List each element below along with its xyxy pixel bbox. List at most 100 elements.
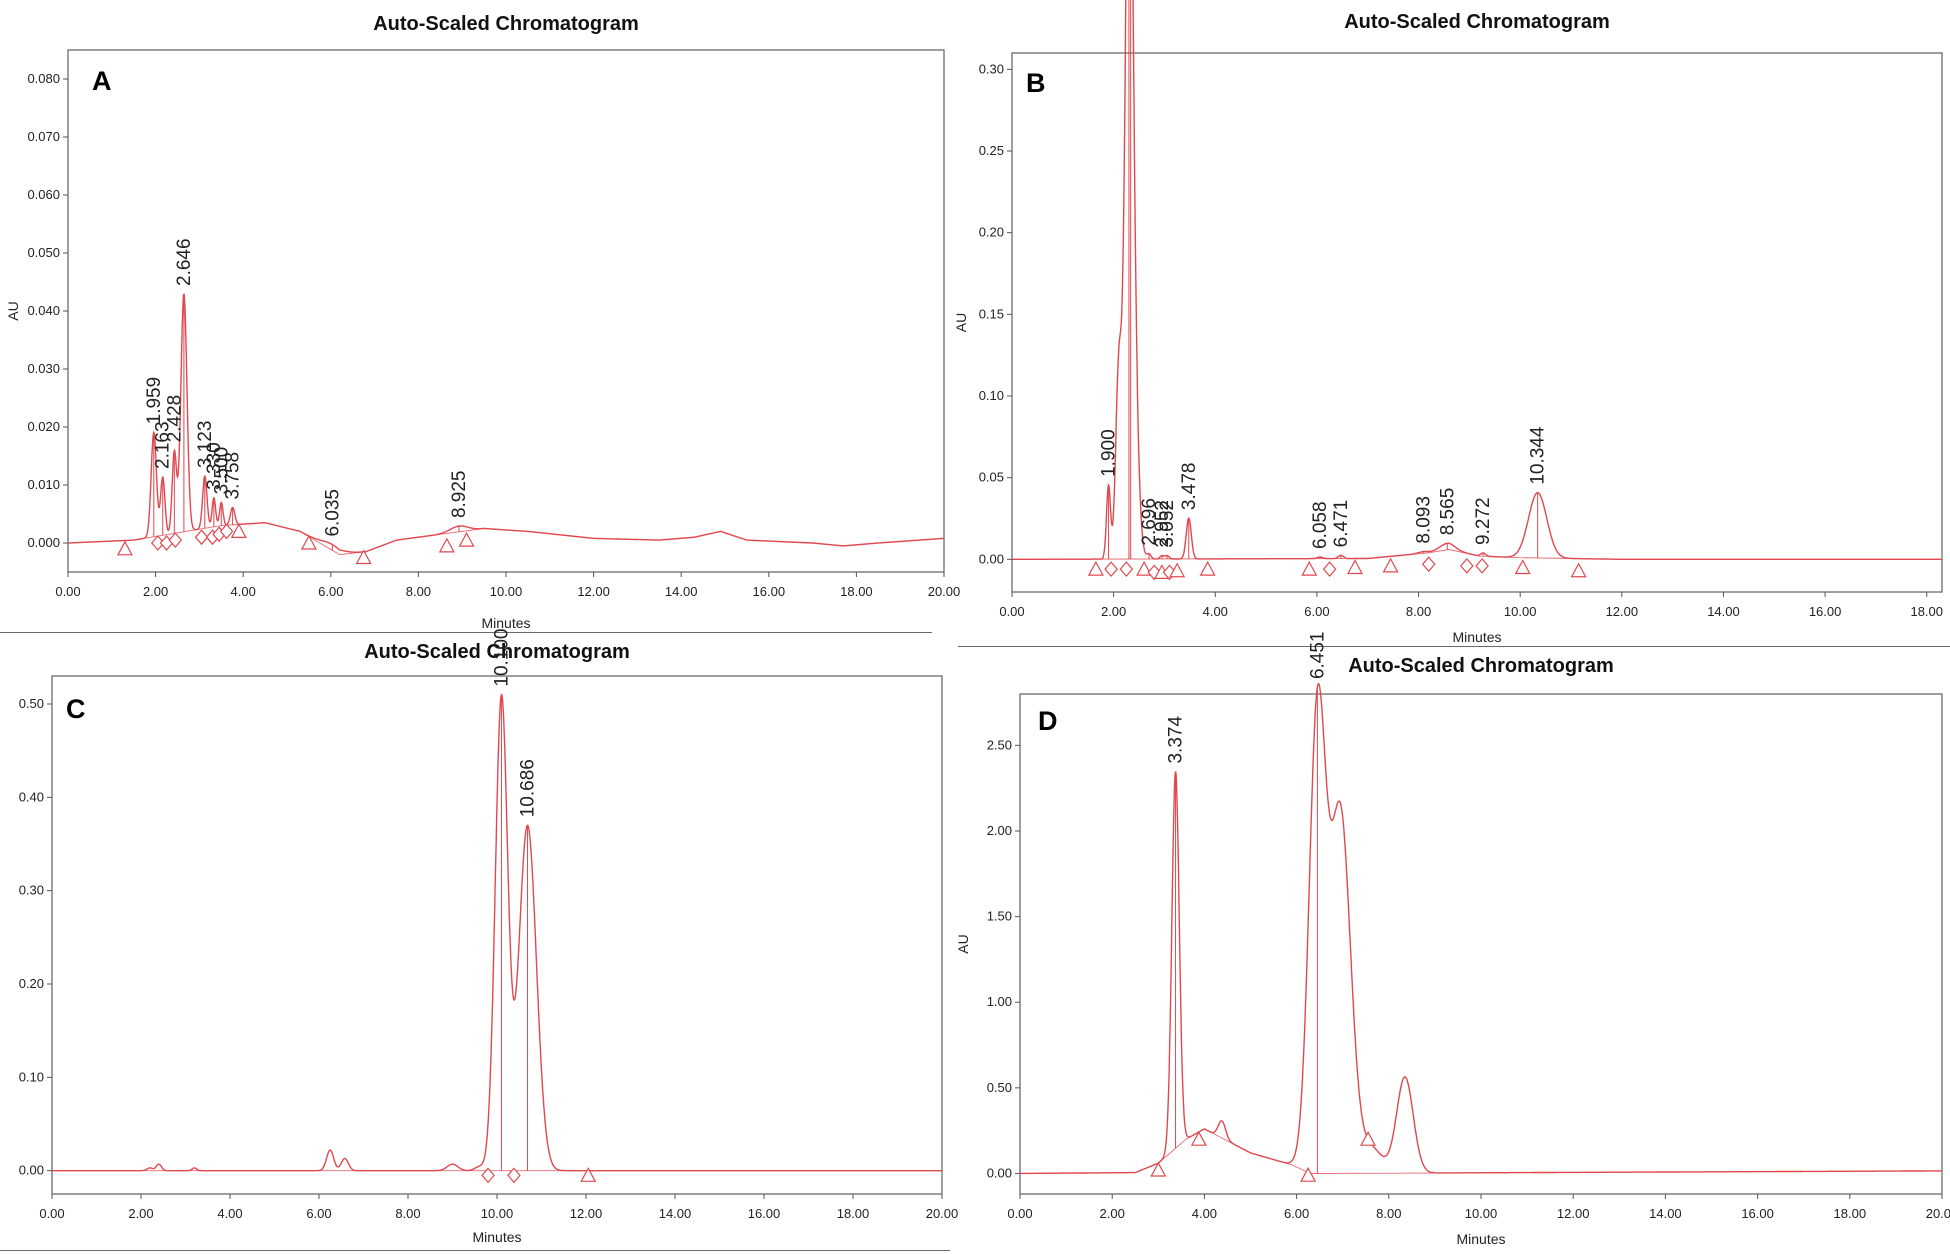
x-tick-label: 16.00 bbox=[748, 1206, 781, 1221]
integration-baseline bbox=[67, 522, 945, 556]
x-tick-label: 10.00 bbox=[490, 584, 523, 599]
y-tick-label: 0.30 bbox=[19, 883, 44, 898]
peak-label: 10.686 bbox=[518, 759, 539, 817]
peak-label: 9.272 bbox=[1473, 497, 1494, 545]
panel-label: D bbox=[1038, 706, 1058, 736]
chromatogram-panel-c: Auto-Scaled Chromatogram 0.00 0.10 0.20 0.30… bbox=[0, 628, 959, 1250]
integration-triangle-marker bbox=[1514, 559, 1531, 575]
x-tick-label: 14.00 bbox=[1707, 604, 1740, 619]
y-tick-label: 1.50 bbox=[987, 909, 1012, 924]
y-tick-label: 0.040 bbox=[27, 303, 60, 318]
panel-separator-bottom bbox=[0, 1250, 950, 1251]
peak-label: 6.451 bbox=[1307, 632, 1328, 680]
integration-triangle-marker bbox=[1190, 1130, 1207, 1146]
x-tick-label: 8.00 bbox=[1406, 604, 1431, 619]
integration-triangle-marker bbox=[580, 1167, 597, 1182]
y-tick-label: 0.050 bbox=[27, 245, 60, 260]
integration-diamond-marker bbox=[1322, 561, 1337, 578]
peak-label: 2.163 bbox=[153, 421, 174, 469]
peak-label: 2.646 bbox=[174, 238, 195, 286]
integration-baseline bbox=[1019, 1128, 1943, 1174]
peak-label: 2.428 bbox=[164, 395, 185, 443]
y-tick-label: 0.20 bbox=[19, 976, 44, 991]
x-tick-label: 18.00 bbox=[837, 1206, 870, 1221]
y-tick-label: 0.00 bbox=[19, 1163, 44, 1178]
x-tick-label: 6.00 bbox=[1284, 1206, 1309, 1221]
y-tick-label: 2.50 bbox=[987, 737, 1012, 752]
integration-triangle-marker bbox=[1360, 1130, 1377, 1146]
y-tick-label: 2.00 bbox=[987, 823, 1012, 838]
peak-label: 10.100 bbox=[491, 628, 512, 686]
y-tick-label: 0.010 bbox=[27, 477, 60, 492]
x-tick-label: 10.00 bbox=[1504, 604, 1537, 619]
integration-triangle-marker bbox=[355, 549, 372, 565]
x-tick-label: 18.00 bbox=[1834, 1206, 1867, 1221]
y-tick-label: 0.25 bbox=[979, 143, 1004, 158]
integration-diamond-marker bbox=[1119, 561, 1134, 578]
integration-triangle-marker bbox=[438, 537, 455, 553]
y-tick-label: 0.50 bbox=[987, 1080, 1012, 1095]
y-tick-label: 0.10 bbox=[19, 1069, 44, 1084]
x-tick-label: 4.00 bbox=[1203, 604, 1228, 619]
plot-frame bbox=[1019, 693, 1943, 1195]
x-tick-label: 14.00 bbox=[659, 1206, 692, 1221]
integration-diamond-marker bbox=[481, 1167, 495, 1184]
peak-label: 10.344 bbox=[1528, 426, 1549, 485]
peak-label: 3.478 bbox=[1179, 463, 1200, 511]
chart-title: Auto-Scaled Chromatogram bbox=[1348, 655, 1614, 677]
y-tick-label: 0.060 bbox=[27, 187, 60, 202]
y-tick-label: 0.40 bbox=[19, 789, 44, 804]
y-tick-label: 0.080 bbox=[27, 71, 60, 86]
x-tick-label: 10.00 bbox=[481, 1206, 514, 1221]
x-tick-label: 0.00 bbox=[1007, 1206, 1032, 1221]
x-tick-label: 18.00 bbox=[1910, 604, 1943, 619]
integration-diamond-marker bbox=[168, 532, 183, 549]
integration-triangle-marker bbox=[1301, 560, 1318, 576]
peak-label: 6.471 bbox=[1331, 500, 1352, 548]
peak-label: 3.500 bbox=[211, 447, 232, 495]
integration-triangle-marker bbox=[458, 531, 475, 547]
y-tick-label: 0.10 bbox=[979, 388, 1004, 403]
chromatogram-d-svg: Auto-Scaled Chromatogram 0.00 0.50 1.00 1.50… bbox=[955, 632, 1950, 1247]
peak-label: 3.052 bbox=[1157, 500, 1178, 548]
chromatogram-panel-a: Auto-Scaled Chromatogram 0.000 0.010 0.020 0… bbox=[0, 0, 960, 632]
peak-label: 3.374 bbox=[1166, 716, 1187, 764]
panel-separator-top bbox=[0, 632, 932, 633]
x-tick-label: 12.00 bbox=[1557, 1206, 1590, 1221]
chromatogram-panel-b: Auto-Scaled Chromatogram 0.00 0.05 0.10 0.15… bbox=[950, 0, 1950, 646]
integration-triangle-marker bbox=[1570, 562, 1587, 578]
x-tick-label: 6.00 bbox=[1304, 604, 1329, 619]
y-tick-label: 0.030 bbox=[27, 361, 60, 376]
y-tick-label: 0.50 bbox=[19, 696, 44, 711]
x-tick-label: 4.00 bbox=[231, 584, 256, 599]
y-tick-label: 0.15 bbox=[979, 306, 1004, 321]
x-tick-label: 18.00 bbox=[840, 584, 873, 599]
peak-label: 2.952 bbox=[1152, 500, 1173, 548]
integration-diamond-marker bbox=[194, 529, 209, 546]
integration-triangle-marker bbox=[230, 523, 247, 538]
chromatogram-panel-d: Auto-Scaled Chromatogram 0.00 0.50 1.00 1.50… bbox=[950, 632, 1950, 1250]
peak-label: 3.123 bbox=[195, 421, 216, 469]
x-tick-label: 0.00 bbox=[55, 584, 80, 599]
x-tick-label: 2.00 bbox=[128, 1206, 153, 1221]
integration-triangle-marker bbox=[1199, 560, 1216, 576]
y-axis-label: AU bbox=[5, 301, 21, 320]
x-tick-label: 6.00 bbox=[318, 584, 343, 599]
x-tick-label: 14.00 bbox=[665, 584, 698, 599]
x-axis-label: Minutes bbox=[1452, 629, 1501, 645]
x-tick-label: 4.00 bbox=[1192, 1206, 1217, 1221]
x-tick-label: 16.00 bbox=[753, 584, 786, 599]
peak-label: 1.959 bbox=[144, 377, 165, 425]
x-tick-label: 0.00 bbox=[39, 1206, 64, 1221]
y-tick-label: 0.020 bbox=[27, 419, 60, 434]
chart-title: Auto-Scaled Chromatogram bbox=[364, 641, 630, 663]
peak-label: 2.696 bbox=[1139, 498, 1160, 546]
x-tick-label: 20.00 bbox=[926, 1206, 959, 1221]
y-tick-label: 0.000 bbox=[27, 535, 60, 550]
plot-frame bbox=[67, 49, 945, 573]
integration-diamond-marker bbox=[1460, 557, 1474, 574]
x-tick-label: 2.00 bbox=[1100, 1206, 1125, 1221]
peak-label: 3.758 bbox=[223, 452, 244, 500]
x-tick-label: 10.00 bbox=[1465, 1206, 1498, 1221]
peak-label: 8.093 bbox=[1413, 496, 1434, 544]
